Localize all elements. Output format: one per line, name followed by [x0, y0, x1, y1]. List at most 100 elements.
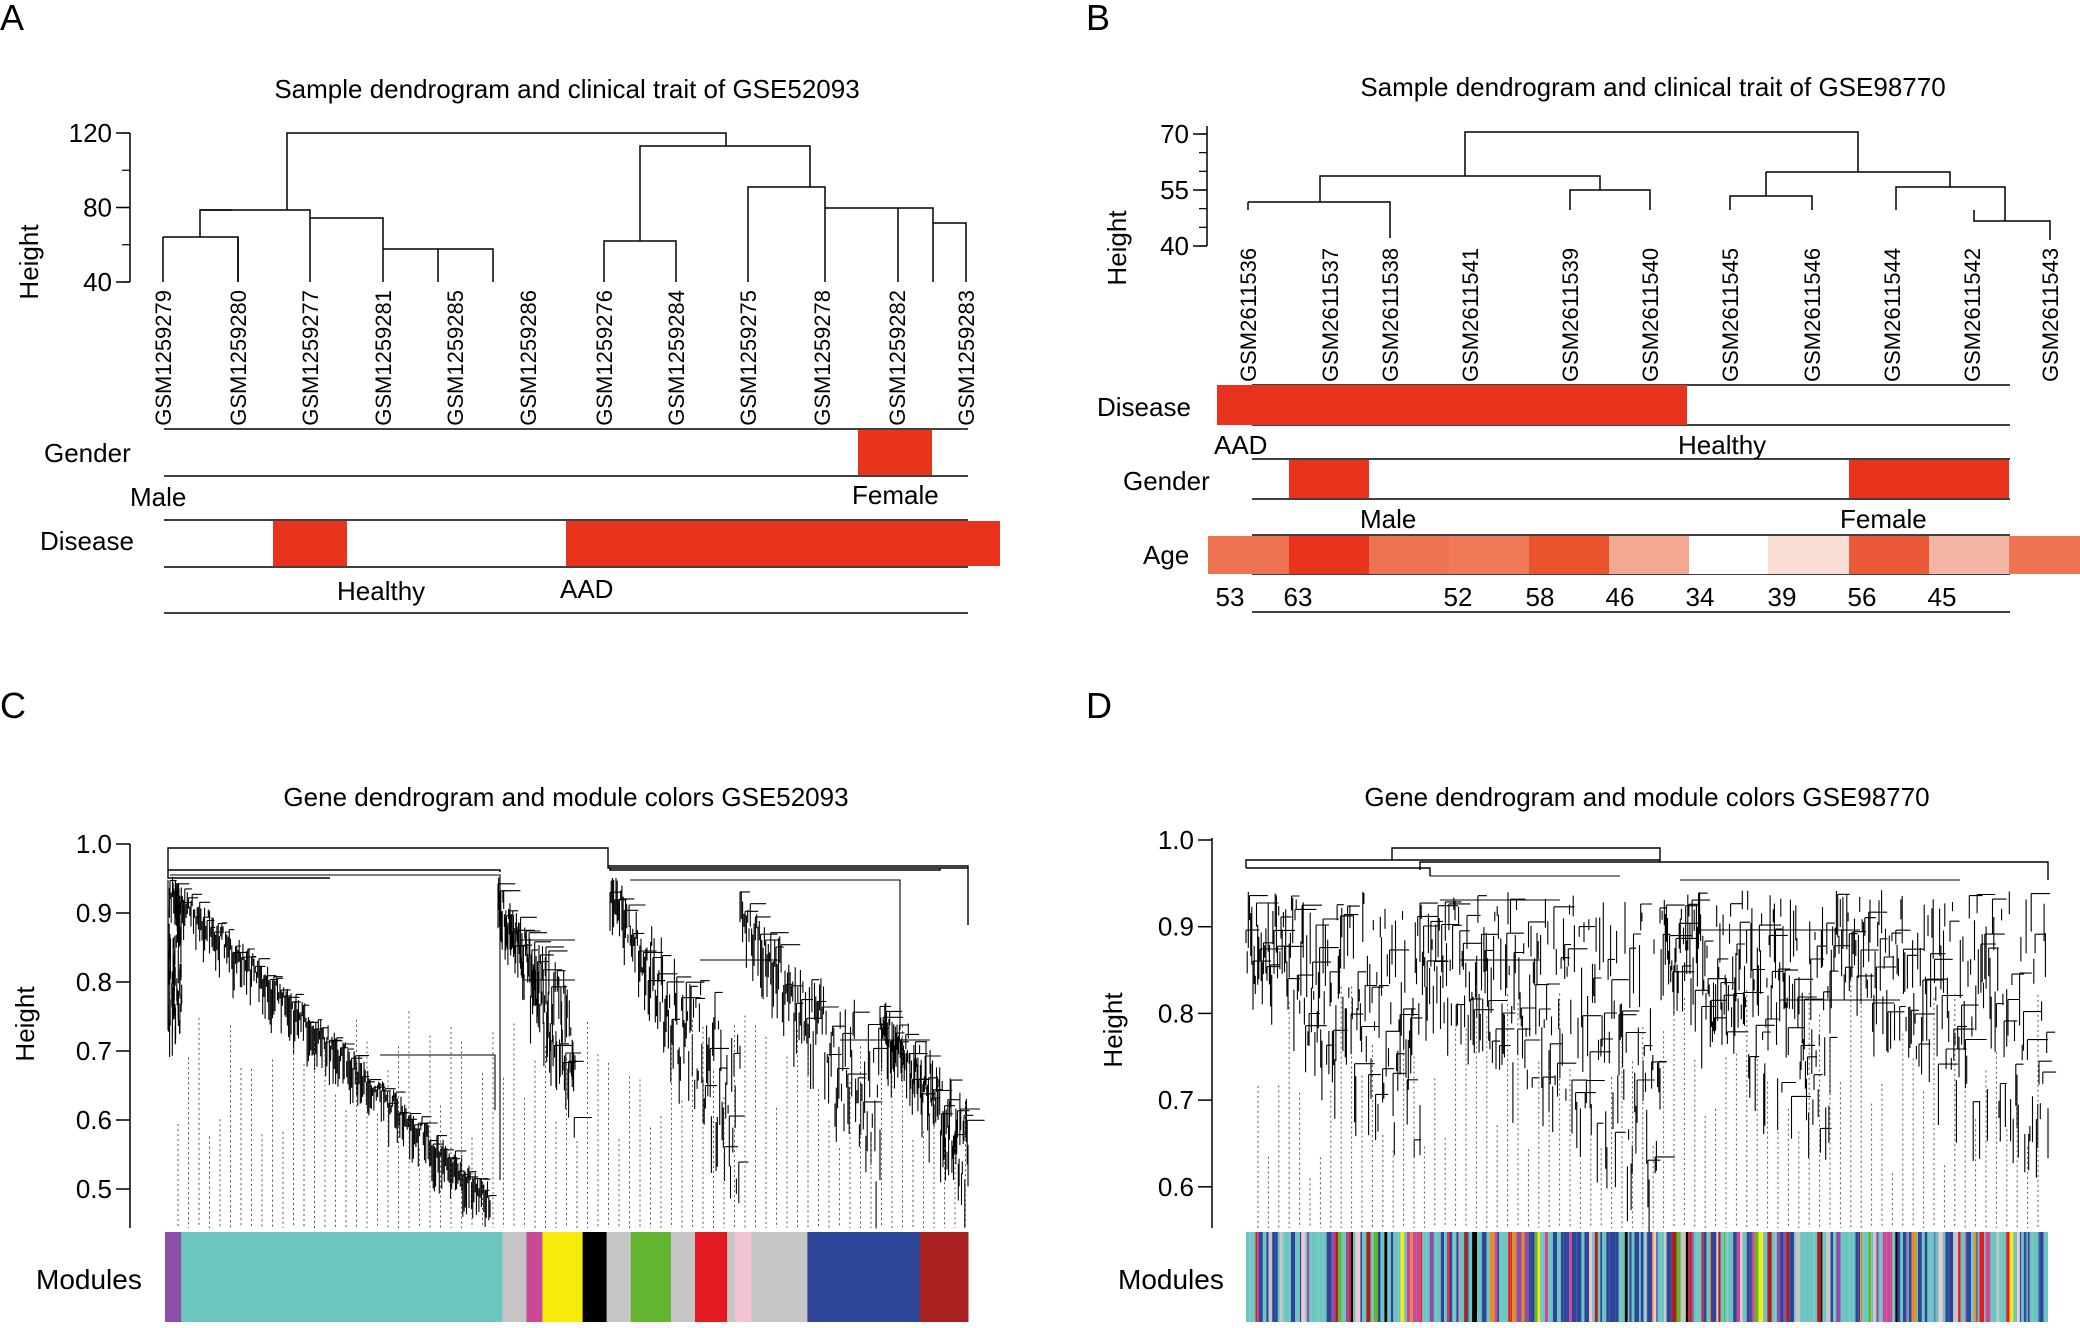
panel-b-age-row	[1208, 536, 2080, 574]
panel-d-module-segment	[1894, 1232, 1895, 1322]
panel-d-module-segment	[1566, 1232, 1569, 1322]
panel-d-module-segment	[1541, 1232, 1544, 1322]
panel-d-module-segment	[2024, 1232, 2025, 1322]
panel-a-y-tick-label: 80	[83, 193, 112, 223]
panel-d-module-segment	[1249, 1232, 1250, 1322]
panel-d-module-segment	[1393, 1232, 1398, 1322]
panel-d-module-segment	[1511, 1232, 1512, 1322]
panel-d-module-segment	[1295, 1232, 1297, 1322]
panel-d-module-segment	[1681, 1232, 1686, 1322]
panel-d-module-segment	[1688, 1232, 1689, 1322]
panel-d-module-segment	[1441, 1232, 1444, 1322]
panel-d-module-segment	[1529, 1232, 1531, 1322]
panel-d-module-segment	[1300, 1232, 1301, 1322]
panel-d-module-segment	[1699, 1232, 1702, 1322]
panel-d-module-segment	[1490, 1232, 1495, 1322]
panel-d-module-segment	[1821, 1232, 1822, 1322]
panel-d-module-segment	[1908, 1232, 1909, 1322]
panel-d-module-segment	[1459, 1232, 1464, 1322]
panel-b-gender-female-cell	[1849, 460, 2009, 498]
panel-d-module-segment	[1522, 1232, 1525, 1322]
panel-d-module-segment	[1487, 1232, 1490, 1322]
panel-letter-c: C	[0, 685, 26, 726]
panel-d-module-segment	[1628, 1232, 1630, 1322]
panel-d-module-segment	[1610, 1232, 1613, 1322]
panel-d-module-segment	[2038, 1232, 2039, 1322]
panel-b-age-value: 45	[1928, 582, 1957, 612]
panel-d-module-segment	[1467, 1232, 1468, 1322]
panel-d-module-segment	[1965, 1232, 1966, 1322]
panel-d-modules-label: Modules	[1118, 1264, 1224, 1295]
panel-d-module-segment	[1301, 1232, 1305, 1322]
panel-b-sample-label: GSM2611542	[1960, 248, 1985, 382]
panel-d-y-ticks: 0.60.70.80.91.0	[1158, 825, 1212, 1202]
panel-d-module-segment	[1557, 1232, 1561, 1322]
panel-d-module-segment	[1873, 1232, 1876, 1322]
panel-d-module-segment	[1447, 1232, 1449, 1322]
panel-d-module-segment	[1733, 1232, 1737, 1322]
panel-b-age-value: 58	[1526, 582, 1555, 612]
panel-d-module-segment	[2006, 1232, 2009, 1322]
panel-d-module-segment	[1538, 1232, 1540, 1322]
panel-a-sample-label: GSM1259277	[298, 290, 323, 426]
panel-d-module-segment	[1398, 1232, 1400, 1322]
panel-d-module-segment	[1278, 1232, 1280, 1322]
panel-d-module-segment	[1690, 1232, 1692, 1322]
panel-letter-a: A	[0, 0, 24, 38]
panel-letter-b: B	[1086, 0, 1110, 38]
panel-c-y-ticks: 0.50.60.70.80.91.0	[76, 829, 130, 1204]
panel-d-module-segment	[1434, 1232, 1437, 1322]
panel-d-module-segment	[1250, 1232, 1253, 1322]
panel-d-module-segment	[1777, 1232, 1781, 1322]
panel-c-gene-tree	[168, 848, 985, 1229]
panel-b-sample-label: GSM2611540	[1638, 248, 1663, 382]
panel-a-legend-male: Male	[130, 482, 186, 512]
panel-a-sample-label: GSM1259275	[736, 290, 761, 426]
panel-b-age-cell	[2009, 536, 2080, 574]
panel-d-module-segment	[1999, 1232, 2001, 1322]
panel-d-module-segment	[1966, 1232, 1971, 1322]
panel-d-module-segment	[1349, 1232, 1351, 1322]
panel-c-module-segment	[751, 1232, 808, 1322]
panel-d-module-segment	[1853, 1232, 1855, 1322]
panel-b-age-cell	[1369, 536, 1449, 574]
panel-d-module-segment	[1794, 1232, 1796, 1322]
panel-c-module-segment	[735, 1232, 752, 1322]
panel-c-module-segment	[542, 1232, 583, 1322]
panel-d-tree-branches	[1246, 876, 2056, 1236]
panel-d-module-segment	[1598, 1232, 1600, 1322]
panel-d-module-segment	[1711, 1232, 1712, 1322]
panel-b-age-cell	[1529, 536, 1609, 574]
panel-b-age-cell	[1208, 536, 1289, 574]
panel-b-disease-aad-cell	[1217, 385, 1687, 425]
panel-d-module-segment	[1619, 1232, 1620, 1322]
panel-d-module-segment	[1976, 1232, 1977, 1322]
panel-d-module-segment	[1833, 1232, 1835, 1322]
panel-d-module-segment	[1458, 1232, 1459, 1322]
panel-b-age-value: 53	[1216, 582, 1245, 612]
panel-d-module-segment	[1740, 1232, 1742, 1322]
panel-d-module-segment	[2021, 1232, 2024, 1322]
panel-d-module-segment	[1737, 1232, 1740, 1322]
panel-d-module-segment	[1917, 1232, 1919, 1322]
panel-d-module-segment	[1712, 1232, 1716, 1322]
panel-d-module-segment	[1452, 1232, 1453, 1322]
panel-c-modules-label: Modules	[36, 1264, 142, 1295]
panel-d-module-segment	[1391, 1232, 1393, 1322]
panel-d-module-segment	[1305, 1232, 1307, 1322]
panel-d-module-segment	[1716, 1232, 1718, 1322]
panel-b: Sample dendrogram and clinical trait of …	[1097, 72, 2080, 612]
panel-d-module-segment	[2030, 1232, 2032, 1322]
panel-d-module-segment	[1652, 1232, 1653, 1322]
panel-d-y-tick-label: 1.0	[1158, 825, 1194, 855]
panel-d-module-segment	[1860, 1232, 1862, 1322]
panel-d-module-segment	[1978, 1232, 1980, 1322]
panel-d-module-segment	[1909, 1232, 1912, 1322]
panel-c-module-segment	[165, 1232, 182, 1322]
panel-d-module-segment	[1531, 1232, 1535, 1322]
panel-d-module-segment	[1309, 1232, 1312, 1322]
panel-d-y-tick-label: 0.6	[1158, 1172, 1194, 1202]
panel-a: Sample dendrogram and clinical trait of …	[14, 74, 1000, 613]
panel-c-y-tick-label: 1.0	[76, 829, 112, 859]
panel-d-module-segment	[1781, 1232, 1784, 1322]
